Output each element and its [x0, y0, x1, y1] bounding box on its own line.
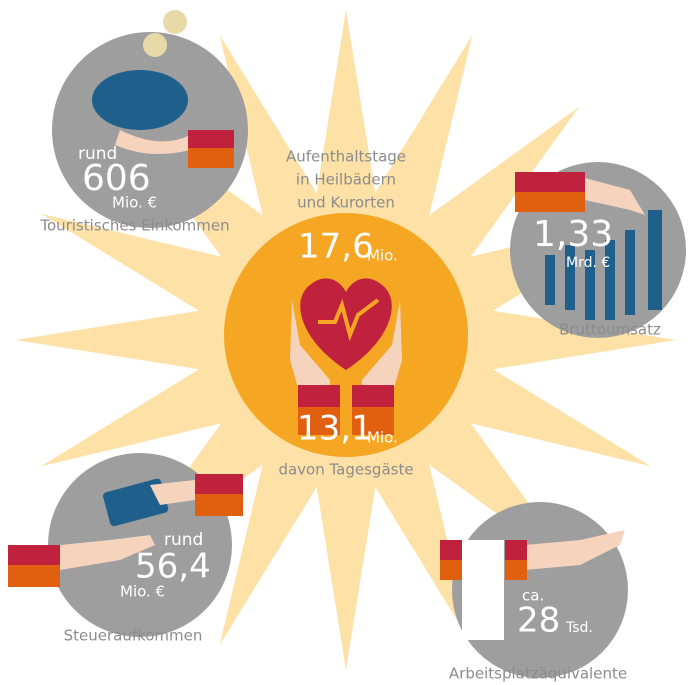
- income-unit: Mio. €: [112, 194, 157, 212]
- center-value: 17,6: [298, 227, 374, 267]
- tax-value: 56,4: [135, 547, 211, 587]
- sub-value: 13,1: [297, 409, 373, 449]
- jobs-label: Arbeitsplatzäquivalente: [449, 665, 627, 683]
- header-line: Aufenthaltstage: [286, 148, 406, 166]
- sub-label: davon Tagesgäste: [278, 461, 413, 479]
- jobs-value: 28: [517, 601, 560, 641]
- income-label: Touristisches Einkommen: [39, 217, 229, 235]
- tax-label: Steueraufkommen: [64, 627, 203, 645]
- center-unit: Mio.: [367, 247, 398, 265]
- revenue-unit: Mrd. €: [566, 255, 610, 271]
- header-line: in Heilbädern: [296, 171, 396, 189]
- header-line: und Kurorten: [297, 194, 395, 212]
- sub-unit: Mio.: [367, 429, 398, 447]
- revenue-label: Bruttoumsatz: [559, 321, 661, 339]
- jobs-unit: Tsd.: [565, 620, 593, 636]
- tax-unit: Mio. €: [120, 583, 165, 601]
- revenue-value: 1,33: [533, 214, 613, 255]
- infographic: Aufenthaltstage in Heilbädern und Kurort…: [0, 0, 692, 685]
